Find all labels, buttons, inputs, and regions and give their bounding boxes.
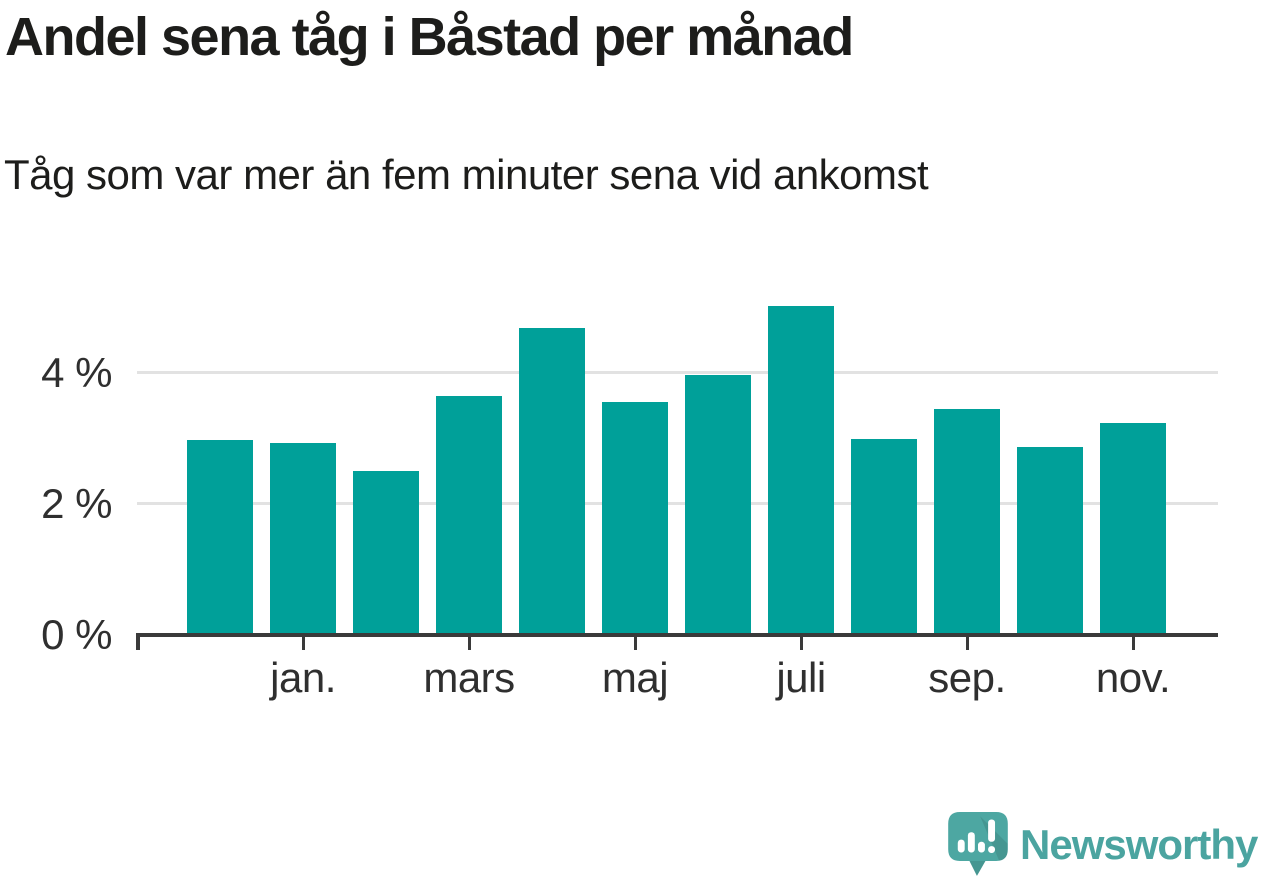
bar-juli <box>768 306 834 635</box>
page-title: Andel sena tåg i Båstad per månad <box>5 7 854 67</box>
x-axis-line <box>137 633 1218 637</box>
x-tick-label-sep: sep. <box>928 654 1006 701</box>
x-tick-label-maj: maj <box>601 654 669 701</box>
x-tick-label-jan: jan. <box>270 654 336 701</box>
x-axis-start-tick <box>136 633 140 650</box>
bar-apr <box>519 328 585 635</box>
bar-nov <box>1100 423 1166 635</box>
bar-sep <box>934 409 1000 635</box>
x-tick-label-mars: mars <box>423 654 515 701</box>
y-tick-label-0pct: 0 % <box>41 611 112 658</box>
bar-mars <box>436 396 502 635</box>
x-tick-maj <box>633 637 637 650</box>
bar-dec <box>187 440 253 635</box>
bar-maj <box>602 402 668 635</box>
newsworthy-logo: Newsworthy <box>948 811 1260 879</box>
speech-bubble-bar-chart-exclamation-icon <box>948 812 1008 876</box>
bar-okt <box>1017 447 1083 635</box>
newsworthy-wordmark: Newsworthy <box>1020 821 1258 868</box>
x-tick-sep <box>965 637 969 650</box>
x-tick-mars <box>467 637 471 650</box>
chart-plot-area <box>137 260 1218 635</box>
x-tick-label-juli: juli <box>776 654 826 701</box>
gridline-2pct <box>137 502 1218 505</box>
bar-jan <box>270 443 336 635</box>
x-tick-nov <box>1131 637 1135 650</box>
bar-juni <box>685 375 751 635</box>
y-tick-label-4pct: 4 % <box>41 349 112 396</box>
x-tick-juli <box>799 637 803 650</box>
gridline-4pct <box>137 371 1218 374</box>
page-subtitle: Tåg som var mer än fem minuter sena vid … <box>4 151 929 198</box>
x-tick-label-nov: nov. <box>1095 654 1171 701</box>
y-tick-label-2pct: 2 % <box>41 480 112 527</box>
bar-aug <box>851 439 917 635</box>
bar-feb <box>353 471 419 635</box>
x-tick-jan <box>301 637 305 650</box>
